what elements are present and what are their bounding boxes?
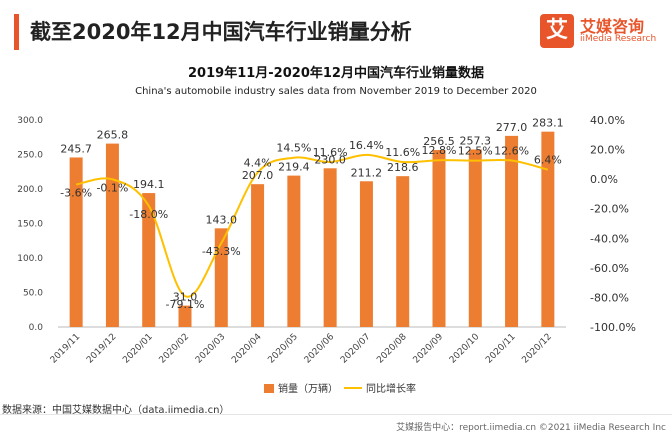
x-category-label: 2020/06 (303, 332, 337, 366)
left-axis-tick-label: 300.0 (17, 116, 43, 126)
bar (359, 181, 373, 327)
left-axis-tick-label: 50.0 (23, 289, 43, 299)
bar (105, 143, 119, 327)
legend-bar-swatch (264, 384, 274, 393)
bar (468, 149, 482, 327)
x-category-label: 2020/08 (375, 332, 409, 366)
growth-rate-line (75, 153, 549, 298)
right-axis-tick-label: -80.0% (590, 291, 629, 304)
x-category-label: 2020/12 (520, 332, 554, 366)
bar (505, 135, 519, 327)
bar (323, 168, 337, 327)
page-title: 截至2020年12月中国汽车行业销量分析 (30, 20, 412, 44)
line-value-label: 11.6% (385, 146, 420, 159)
bar (541, 131, 555, 327)
bar (287, 175, 301, 327)
right-axis-tick-label: 40.0% (590, 114, 625, 127)
x-category-label: 2020/09 (412, 332, 446, 366)
x-category-label: 2020/05 (266, 332, 300, 366)
bar-value-label: 230.0 (314, 153, 346, 166)
left-axis-tick-label: 200.0 (17, 185, 43, 195)
bar (69, 157, 83, 327)
legend-line-label: 同比增长率 (366, 382, 416, 395)
line-value-label: -18.0% (129, 208, 168, 221)
right-axis-tick-label: -100.0% (590, 321, 636, 334)
bar (432, 150, 446, 327)
bar-value-label: 194.1 (133, 178, 165, 191)
left-axis-tick-label: 250.0 (17, 151, 43, 161)
x-category-label: 2020/07 (339, 332, 373, 366)
left-axis-tick-label: 100.0 (17, 254, 43, 264)
copyright-note: 艾媒报告中心：report.iimedia.cn ©2021 iiMedia R… (396, 423, 666, 433)
bar-value-label: 245.7 (60, 142, 92, 155)
bar-value-label: 31.0 (173, 291, 198, 304)
source-note: 数据来源：中国艾媒数据中心（data.iimedia.cn） (2, 405, 230, 416)
x-category-label: 2020/04 (230, 332, 264, 366)
x-category-label: 2020/10 (448, 332, 482, 366)
line-value-label: 16.4% (349, 139, 384, 152)
bar-value-label: 265.8 (97, 129, 129, 142)
line-value-label: -0.1% (96, 181, 128, 194)
logo-mark-icon: 艾 (540, 14, 574, 48)
line-value-label: 12.5% (458, 145, 493, 158)
bar (142, 193, 156, 327)
x-category-label: 2019/11 (49, 332, 83, 366)
x-category-label: 2020/03 (194, 332, 228, 366)
right-axis-tick-label: -60.0% (590, 262, 629, 275)
line-value-label: 12.6% (494, 145, 529, 158)
bar-value-label: 257.3 (460, 134, 492, 147)
left-axis-tick-label: 0.0 (29, 323, 44, 333)
chart-title: 2019年11月-2020年12月中国汽车行业销量数据 (188, 66, 484, 81)
x-category-label: 2020/01 (121, 332, 155, 366)
bar-value-label: 143.0 (206, 213, 238, 226)
right-axis-tick-label: 0.0% (590, 173, 618, 186)
bar-value-label: 207.0 (242, 169, 274, 182)
bar-value-label: 283.1 (532, 117, 564, 130)
bar (214, 228, 228, 327)
x-category-label: 2020/02 (158, 332, 192, 366)
line-value-label: 6.4% (534, 154, 562, 167)
bar (396, 176, 410, 327)
bar (178, 305, 192, 327)
chart-subtitle: China's automobile industry sales data f… (135, 86, 537, 97)
footer-divider (0, 414, 672, 415)
bar-value-label: 211.2 (351, 166, 383, 179)
line-value-label: 12.8% (422, 144, 457, 157)
line-value-label: -79.1% (166, 298, 205, 311)
bar-value-label: 256.5 (423, 135, 455, 148)
left-axis-tick-label: 150.0 (17, 220, 43, 230)
bar-value-label: 219.4 (278, 161, 310, 174)
x-category-label: 2019/12 (85, 332, 119, 366)
logo-name: 艾媒咨询 (580, 17, 645, 36)
line-value-label: 4.4% (244, 157, 272, 170)
right-axis-tick-label: -20.0% (590, 203, 629, 216)
bar-value-label: 277.0 (496, 121, 528, 134)
bar-value-label: 218.6 (387, 161, 419, 174)
title-accent-bar (14, 14, 19, 50)
line-value-label: 14.5% (276, 142, 311, 155)
legend-bar-label: 销量（万辆） (278, 382, 338, 395)
right-axis-tick-label: 20.0% (590, 144, 625, 157)
line-value-label: -43.3% (202, 245, 241, 258)
brand-logo: 艾 艾媒咨询 iiMedia Research (540, 12, 664, 52)
line-value-label: -3.6% (60, 186, 92, 199)
right-axis-tick-label: -40.0% (590, 232, 629, 245)
line-value-label: 11.6% (313, 146, 348, 159)
logo-subtitle: iiMedia Research (580, 34, 657, 44)
bar (251, 184, 265, 327)
x-category-label: 2020/11 (484, 332, 518, 366)
